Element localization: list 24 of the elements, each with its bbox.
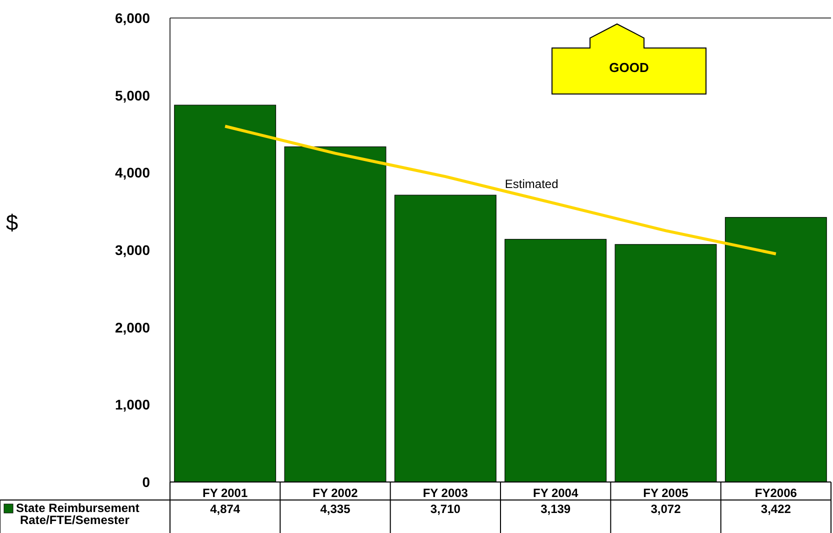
x-tick-label: FY 2005 xyxy=(643,486,689,500)
annotation: GOOD xyxy=(609,60,649,75)
legend-label: State Reimbursement Rate/FTE/Semester xyxy=(16,501,140,527)
annotation: Estimated xyxy=(504,177,558,191)
data-label: 4,874 xyxy=(210,502,240,516)
x-tick-label: FY 2003 xyxy=(422,486,468,500)
data-label: 3,072 xyxy=(650,502,682,516)
x-tick-label: FY 2001 xyxy=(202,486,248,500)
y-tick-label: 5,000 xyxy=(114,87,150,104)
x-tick-label: FY 2004 xyxy=(533,486,578,500)
data-label: 3,422 xyxy=(760,502,792,516)
y-tick-label: 2,000 xyxy=(114,319,150,336)
data-label: 3,710 xyxy=(430,502,461,516)
y-tick-label: 4,000 xyxy=(114,164,150,181)
y-axis-title: $ xyxy=(6,210,18,235)
data-label: 4,335 xyxy=(320,502,351,516)
x-tick-label: FY2006 xyxy=(754,486,798,500)
x-tick-label: FY 2002 xyxy=(312,486,358,500)
line-series xyxy=(224,124,778,256)
data-label: 3,139 xyxy=(540,502,571,516)
y-tick-label: 0 xyxy=(142,474,150,490)
y-tick-label: 1,000 xyxy=(114,396,150,413)
y-tick-label: 6,000 xyxy=(114,10,150,26)
y-tick-label: 3,000 xyxy=(114,242,150,258)
